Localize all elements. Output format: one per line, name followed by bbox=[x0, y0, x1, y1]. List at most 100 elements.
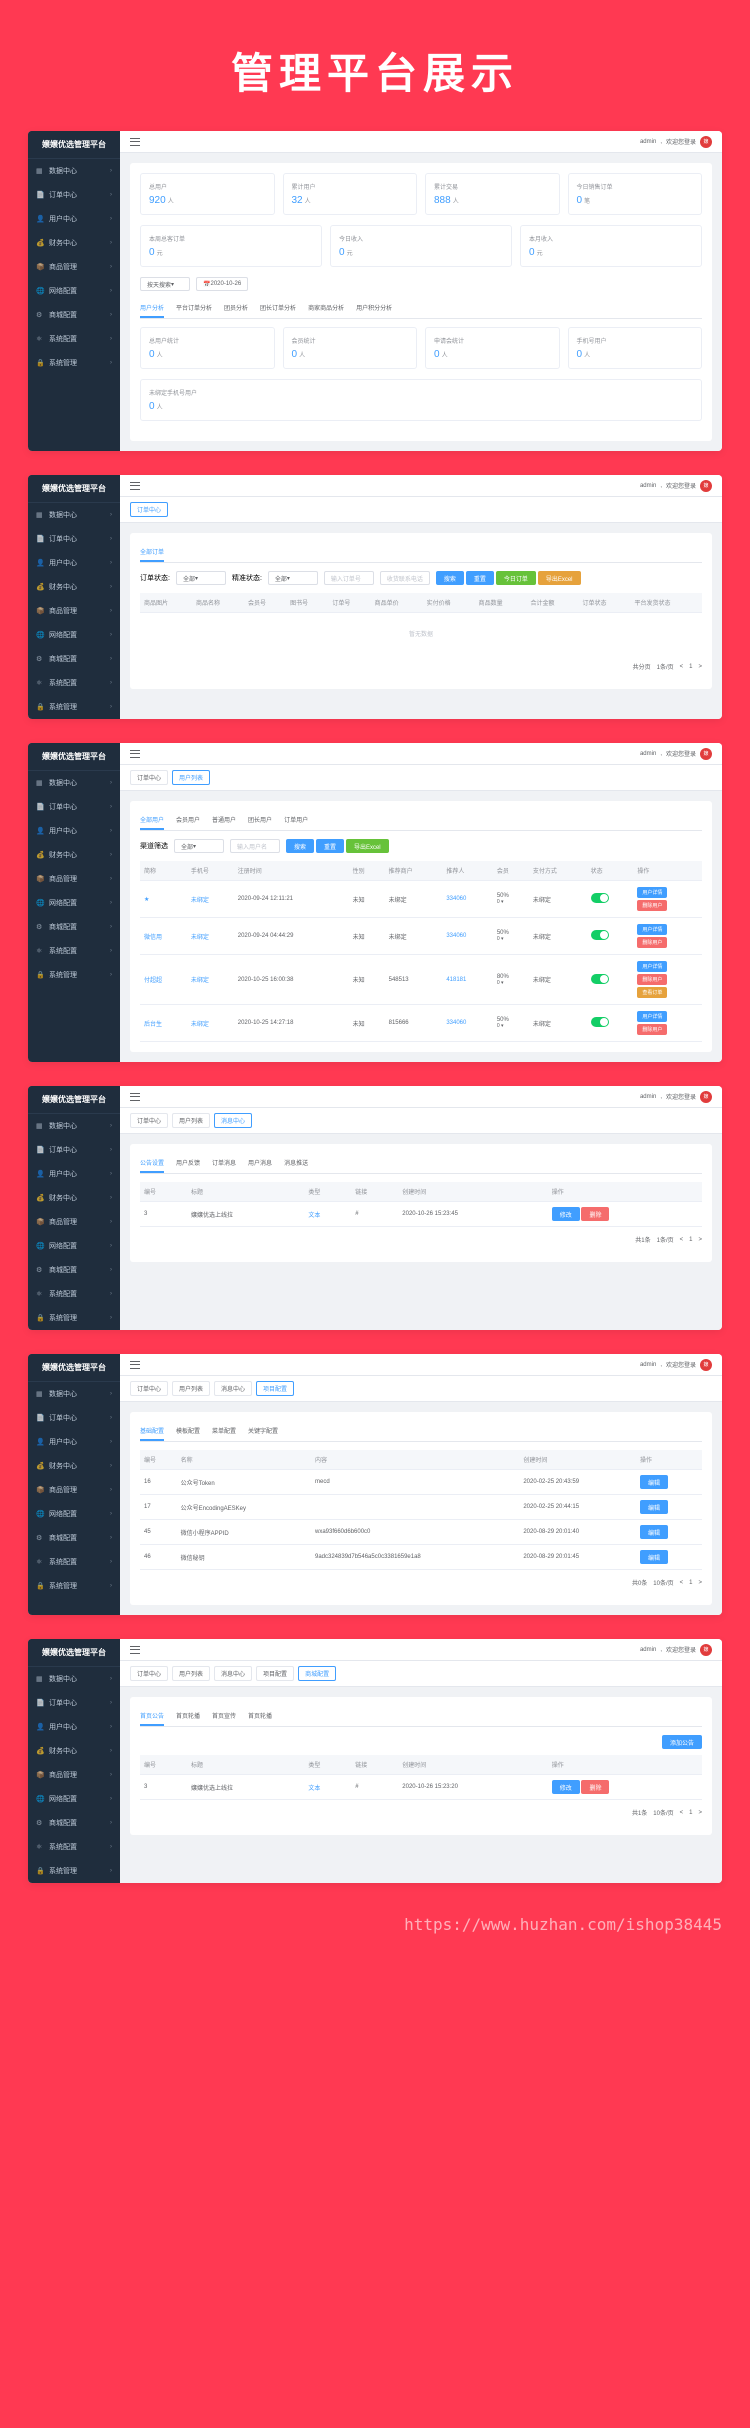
sidebar-item[interactable]: ⚛系统配置› bbox=[28, 671, 120, 695]
sidebar-item[interactable]: 🔒系统管理› bbox=[28, 1306, 120, 1330]
pager[interactable]: 共0条10条/页< 1 > bbox=[140, 1570, 702, 1595]
sidebar-item[interactable]: ▦数据中心› bbox=[28, 1667, 120, 1691]
date-input[interactable]: 📅 2020-10-26 bbox=[196, 277, 248, 291]
sidebar-item[interactable]: 📄订单中心› bbox=[28, 1691, 120, 1715]
sidebar-item[interactable]: 💰财务中心› bbox=[28, 843, 120, 867]
row-action-button[interactable]: 删除 bbox=[581, 1207, 609, 1221]
sidebar-item[interactable]: ⚛系统配置› bbox=[28, 939, 120, 963]
sidebar-item[interactable]: ⚛系统配置› bbox=[28, 1550, 120, 1574]
tab[interactable]: 首页宣传 bbox=[212, 1707, 236, 1726]
sidebar-item[interactable]: ⚙商城配置› bbox=[28, 647, 120, 671]
tab[interactable]: 团员分析 bbox=[224, 299, 248, 318]
row-action-button[interactable]: 修改 bbox=[552, 1780, 580, 1794]
menu-toggle-icon[interactable] bbox=[130, 1646, 140, 1654]
sidebar-item[interactable]: 💰财务中心› bbox=[28, 575, 120, 599]
phone-input[interactable]: 收货联系电话 bbox=[380, 571, 430, 585]
sidebar-item[interactable]: 📦商品管理› bbox=[28, 1763, 120, 1787]
refine-status-select[interactable]: 全部 ▾ bbox=[268, 571, 318, 585]
sidebar-item[interactable]: 📦商品管理› bbox=[28, 867, 120, 891]
tab-all-orders[interactable]: 全部订单 bbox=[140, 543, 164, 562]
row-action-button[interactable]: 删除用户 bbox=[637, 1024, 667, 1035]
sidebar-item[interactable]: ▦数据中心› bbox=[28, 1382, 120, 1406]
row-action-button[interactable]: 修改 bbox=[552, 1207, 580, 1221]
row-action-button[interactable]: 用户详情 bbox=[637, 924, 667, 935]
tab[interactable]: 用户反馈 bbox=[176, 1154, 200, 1173]
row-action-button[interactable]: 删除 bbox=[581, 1780, 609, 1794]
avatar[interactable]: 嬢 bbox=[700, 1644, 712, 1656]
row-action-button[interactable]: 删除用户 bbox=[637, 937, 667, 948]
action-button[interactable]: 重置 bbox=[466, 571, 494, 585]
edit-button[interactable]: 编辑 bbox=[640, 1475, 668, 1489]
tab[interactable]: 商家商品分析 bbox=[308, 299, 344, 318]
row-action-button[interactable]: 用户详情 bbox=[637, 961, 667, 972]
add-announce-button[interactable]: 添加公告 bbox=[662, 1735, 702, 1749]
row-action-button[interactable]: 用户详情 bbox=[637, 1011, 667, 1022]
sidebar-item[interactable]: 👤用户中心› bbox=[28, 1430, 120, 1454]
tab[interactable]: 订单用户 bbox=[284, 811, 308, 830]
avatar[interactable]: 嬢 bbox=[700, 1359, 712, 1371]
tab[interactable]: 首页轮播 bbox=[248, 1707, 272, 1726]
sidebar-item[interactable]: ⚙商城配置› bbox=[28, 1258, 120, 1282]
avatar[interactable]: 嬢 bbox=[700, 1091, 712, 1103]
sidebar-item[interactable]: ⚙商城配置› bbox=[28, 1526, 120, 1550]
row-action-button[interactable]: 删除用户 bbox=[637, 974, 667, 985]
tab[interactable]: 首页轮播 bbox=[176, 1707, 200, 1726]
pager[interactable]: 共分页1条/页< 1 > bbox=[140, 654, 702, 679]
edit-button[interactable]: 编辑 bbox=[640, 1550, 668, 1564]
order-status-select[interactable]: 全部 ▾ bbox=[176, 571, 226, 585]
tab[interactable]: 平台订单分析 bbox=[176, 299, 212, 318]
sidebar-item[interactable]: 📄订单中心› bbox=[28, 527, 120, 551]
sidebar-item[interactable]: 📦商品管理› bbox=[28, 1210, 120, 1234]
sidebar-item[interactable]: 📄订单中心› bbox=[28, 1138, 120, 1162]
sidebar-item[interactable]: 🌐网络配置› bbox=[28, 279, 120, 303]
sidebar-item[interactable]: 📄订单中心› bbox=[28, 183, 120, 207]
sidebar-item[interactable]: 👤用户中心› bbox=[28, 207, 120, 231]
sidebar-item[interactable]: 📄订单中心› bbox=[28, 795, 120, 819]
sidebar-item[interactable]: 👤用户中心› bbox=[28, 819, 120, 843]
sidebar-item[interactable]: 📦商品管理› bbox=[28, 1478, 120, 1502]
order-no-input[interactable]: 输入订单号 bbox=[324, 571, 374, 585]
status-switch[interactable] bbox=[591, 893, 609, 903]
tab[interactable]: 团长订单分析 bbox=[260, 299, 296, 318]
tab[interactable]: 用户积分分析 bbox=[356, 299, 392, 318]
date-type-select[interactable]: 按天搜索 ▾ bbox=[140, 277, 190, 291]
action-button[interactable]: 搜索 bbox=[286, 839, 314, 853]
username-input[interactable]: 输入用户名 bbox=[230, 839, 280, 853]
pager[interactable]: 共1条1条/页< 1 > bbox=[140, 1227, 702, 1252]
tab[interactable]: 公告设置 bbox=[140, 1154, 164, 1173]
sidebar-item[interactable]: ⚙商城配置› bbox=[28, 1811, 120, 1835]
tab[interactable]: 全部用户 bbox=[140, 811, 164, 830]
sidebar-item[interactable]: 🔒系统管理› bbox=[28, 1859, 120, 1883]
row-action-button[interactable]: 删除用户 bbox=[637, 900, 667, 911]
sidebar-item[interactable]: ⚙商城配置› bbox=[28, 303, 120, 327]
sidebar-item[interactable]: ▦数据中心› bbox=[28, 503, 120, 527]
avatar[interactable]: 嬢 bbox=[700, 480, 712, 492]
sidebar-item[interactable]: 🌐网络配置› bbox=[28, 623, 120, 647]
sidebar-item[interactable]: 🌐网络配置› bbox=[28, 1787, 120, 1811]
tab[interactable]: 用户消息 bbox=[248, 1154, 272, 1173]
tab[interactable]: 会员用户 bbox=[176, 811, 200, 830]
pager[interactable]: 共1条10条/页< 1 > bbox=[140, 1800, 702, 1825]
channel-select[interactable]: 全部 ▾ bbox=[174, 839, 224, 853]
menu-toggle-icon[interactable] bbox=[130, 138, 140, 146]
tab[interactable]: 订单消息 bbox=[212, 1154, 236, 1173]
row-action-button[interactable]: 查看订单 bbox=[637, 987, 667, 998]
action-button[interactable]: 导出Excel bbox=[538, 571, 581, 585]
sidebar-item[interactable]: 🔒系统管理› bbox=[28, 351, 120, 375]
sidebar-item[interactable]: 🌐网络配置› bbox=[28, 1234, 120, 1258]
menu-toggle-icon[interactable] bbox=[130, 1361, 140, 1369]
sidebar-item[interactable]: 🔒系统管理› bbox=[28, 963, 120, 987]
sidebar-item[interactable]: 📄订单中心› bbox=[28, 1406, 120, 1430]
tab[interactable]: 团长用户 bbox=[248, 811, 272, 830]
sidebar-item[interactable]: 💰财务中心› bbox=[28, 1739, 120, 1763]
tab[interactable]: 首页公告 bbox=[140, 1707, 164, 1726]
tab[interactable]: 消息推送 bbox=[284, 1154, 308, 1173]
status-switch[interactable] bbox=[591, 974, 609, 984]
sidebar-item[interactable]: 💰财务中心› bbox=[28, 1186, 120, 1210]
sidebar-item[interactable]: 🌐网络配置› bbox=[28, 1502, 120, 1526]
tab[interactable]: 菜单配置 bbox=[212, 1422, 236, 1441]
action-button[interactable]: 重置 bbox=[316, 839, 344, 853]
tab[interactable]: 关键字配置 bbox=[248, 1422, 278, 1441]
menu-toggle-icon[interactable] bbox=[130, 750, 140, 758]
tab[interactable]: 普通用户 bbox=[212, 811, 236, 830]
